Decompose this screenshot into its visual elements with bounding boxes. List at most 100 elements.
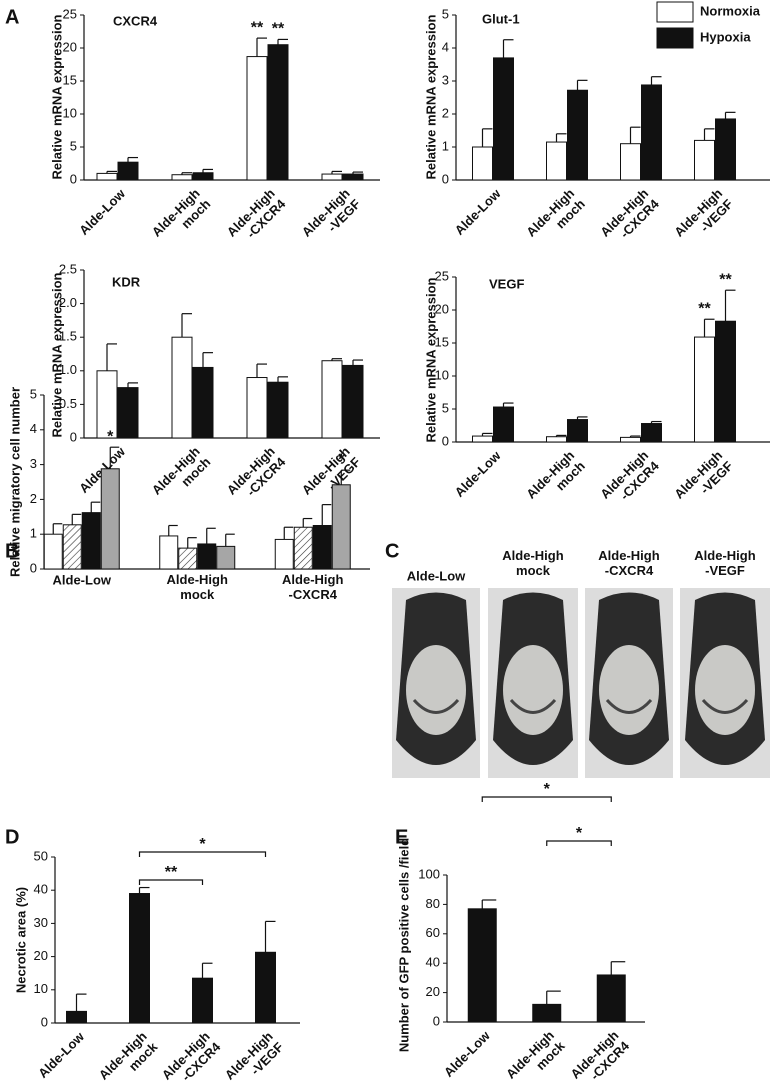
wound-area: [695, 645, 755, 735]
bar: [472, 435, 493, 443]
bar: [493, 406, 514, 443]
panel-letter: D: [5, 826, 19, 848]
text-line: Alde-High: [167, 572, 228, 587]
text-line: -VEGF: [705, 563, 745, 578]
x-tick-label: Alde-Low: [76, 185, 129, 238]
bar: [216, 545, 236, 570]
text-line: -CXCR4: [289, 587, 338, 602]
y-tick-label: 20: [426, 984, 440, 999]
bar: [546, 436, 567, 443]
y-axis-label: Relative mRNA expression: [49, 272, 64, 437]
bar: [274, 538, 294, 570]
bar: [246, 377, 268, 439]
y-tick-label: 20: [63, 39, 77, 54]
bar: [255, 951, 276, 1024]
x-tick-label: Alde-High-CXCR4: [598, 185, 663, 250]
bracket: [138, 851, 267, 857]
bar: [715, 118, 736, 181]
y-tick-label: 5: [442, 6, 449, 21]
y-tick-label: 60: [426, 925, 440, 940]
text-line: -CXCR4: [605, 563, 654, 578]
bar: [192, 172, 214, 181]
y-tick-label: 1: [442, 138, 449, 153]
x-tick-label: Alde-High-CXCR4: [159, 1028, 224, 1085]
y-axis-label: Relative migratory cell number: [7, 387, 22, 577]
bar: [342, 173, 364, 181]
y-tick-label: 5: [442, 400, 449, 415]
y-tick-label: 20: [435, 301, 449, 316]
y-tick-label: 0: [70, 171, 77, 186]
chart-title: CXCR4: [113, 13, 158, 28]
chart-title: VEGF: [489, 276, 524, 291]
x-tick-label: Alde-High-CXCR4: [568, 1027, 633, 1085]
bar: [117, 161, 139, 181]
bar: [246, 56, 268, 181]
chart-title: Glut-1: [482, 11, 520, 26]
y-tick-label: 5: [70, 138, 77, 153]
bar: [171, 174, 193, 181]
bar: [81, 512, 101, 570]
y-axis-label: Necrotic area (%): [13, 887, 28, 993]
wound-area: [503, 645, 563, 735]
bar: [43, 533, 63, 570]
photo-label: Alde-High mock: [502, 548, 563, 578]
significance: *: [199, 836, 206, 853]
x-tick-label: Alde-High-CXCR4: [282, 572, 343, 602]
y-tick-label: 40: [426, 955, 440, 970]
x-tick-label: Alde-High-CXCR4: [598, 447, 663, 512]
panel-letter: C: [385, 540, 399, 562]
y-tick-label: 1.5: [59, 329, 77, 344]
bar: [472, 146, 493, 181]
bar: [532, 1003, 562, 1023]
x-tick-label: Alde-High-CXCR4: [224, 443, 289, 508]
y-tick-label: 25: [435, 268, 449, 283]
x-tick-label: Alde-Low: [441, 1027, 494, 1080]
panel-letter: A: [5, 6, 19, 28]
bar: [715, 320, 736, 443]
x-tick-label: Alde-Highmoch: [524, 448, 589, 513]
y-tick-label: 15: [435, 334, 449, 349]
y-tick-label: 15: [63, 72, 77, 87]
y-tick-label: 0.5: [59, 396, 77, 411]
wound-edge: [701, 698, 749, 714]
x-tick-label: Alde-Highmock: [503, 1027, 568, 1085]
y-tick-label: 10: [63, 105, 77, 120]
bar: [641, 84, 662, 181]
y-tick-label: 10: [435, 367, 449, 382]
bar: [567, 89, 588, 181]
text-line: mock: [180, 587, 215, 602]
wound-area: [406, 645, 466, 735]
x-tick-label: Alde-High-CXCR4: [224, 185, 289, 250]
panel-letter: E: [395, 826, 408, 848]
x-tick-label: Alde-High-VEGF: [672, 186, 737, 251]
significance: **: [698, 300, 711, 317]
y-tick-label: 80: [426, 896, 440, 911]
bar: [321, 173, 343, 181]
text-line: Alde-High: [502, 548, 563, 563]
significance: *: [576, 825, 583, 842]
bar: [321, 360, 343, 439]
wound-area: [599, 645, 659, 735]
significance: *: [338, 451, 345, 468]
wound-edge: [605, 698, 653, 714]
significance: **: [165, 864, 178, 881]
x-tick-label: Alde-Highmoch: [524, 186, 589, 251]
y-tick-label: 3: [30, 456, 37, 471]
y-tick-label: 0: [433, 1013, 440, 1028]
bar: [596, 974, 626, 1023]
photo-label: Alde-Low: [407, 568, 466, 583]
x-tick-label: Alde-High-VEGF: [299, 444, 364, 509]
bar: [694, 336, 715, 443]
y-tick-label: 30: [34, 915, 48, 930]
x-tick-label: Alde-Low: [452, 447, 505, 500]
bar: [342, 364, 364, 439]
y-axis-label: Number of GFP positive cells /field: [396, 838, 411, 1052]
bar: [192, 977, 213, 1024]
bar: [178, 547, 198, 570]
bar: [129, 893, 150, 1024]
bar: [293, 526, 313, 570]
bracket: [138, 879, 204, 885]
significance: **: [251, 19, 264, 36]
y-tick-label: 2: [30, 491, 37, 506]
